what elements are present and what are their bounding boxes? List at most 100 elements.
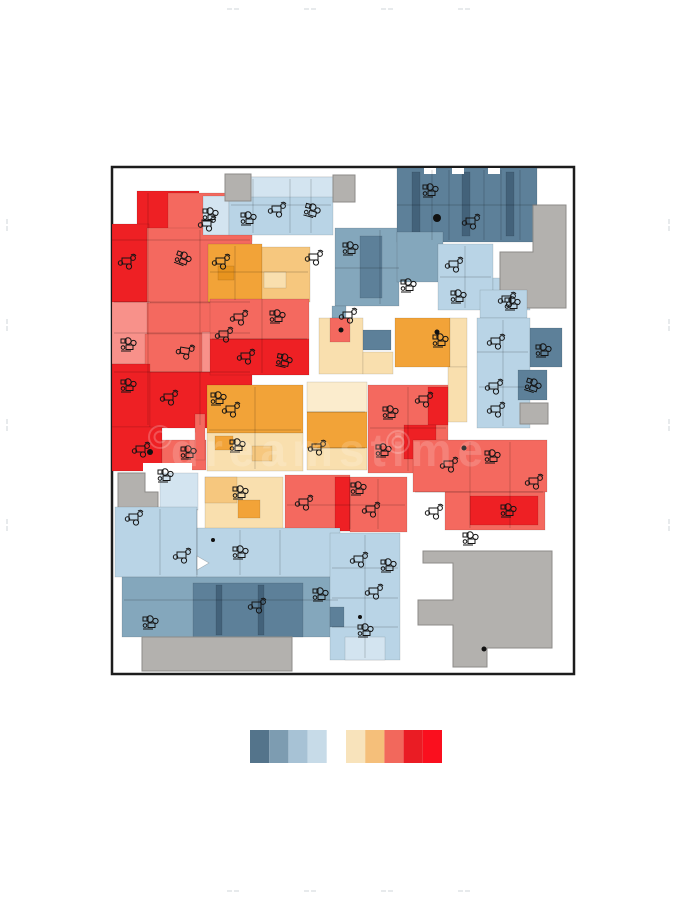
- edge-tick: [234, 890, 239, 892]
- legend-swatch: [422, 730, 442, 763]
- edge-tick: [388, 8, 393, 10]
- map-region-creamL: [306, 381, 368, 413]
- marker-dot: [481, 646, 487, 652]
- map-region-grayA: [417, 550, 553, 668]
- watermark-text: dreamstime: [171, 424, 489, 476]
- watermark-swirl-icon: [148, 425, 172, 449]
- map-region-blueD: [215, 584, 223, 636]
- map-region-salmon: [194, 413, 206, 461]
- edge-tick: [304, 8, 309, 10]
- marker-dot: [434, 329, 440, 335]
- legend-swatch: [384, 730, 404, 763]
- edge-tick: [458, 890, 463, 892]
- map-region-grayA: [224, 173, 252, 202]
- edge-tick: [668, 419, 670, 424]
- edge-tick: [465, 890, 470, 892]
- map-region-blueD: [461, 171, 471, 237]
- watermark-swirl-icon: [391, 435, 405, 449]
- watermark: dreamstime: [148, 424, 489, 476]
- map-region-salmon: [412, 439, 548, 493]
- edge-tick: [668, 519, 670, 524]
- edge-tick: [6, 319, 8, 324]
- map-region-blueL: [479, 289, 528, 319]
- legend-swatch: [403, 730, 423, 763]
- map-region-cream: [449, 317, 468, 368]
- map-region-blueD: [411, 171, 421, 237]
- map-region-blueS: [359, 235, 383, 299]
- edge-watermark-ticks: [6, 8, 670, 892]
- watermark-swirl-icon: [153, 430, 167, 444]
- map-region-blueP: [159, 472, 199, 511]
- arrow-icon: [196, 555, 210, 571]
- marker-dot: [211, 538, 215, 542]
- map-regions: [111, 167, 567, 672]
- edge-tick: [311, 890, 316, 892]
- map-region-grayA: [332, 174, 356, 203]
- marker-dot: [338, 327, 344, 333]
- edge-tick: [6, 219, 8, 224]
- edge-tick: [6, 419, 8, 424]
- map-region-orange: [237, 499, 261, 519]
- edge-tick: [668, 426, 670, 431]
- map-region-cream: [447, 366, 468, 423]
- legend-colorbar: [250, 730, 442, 763]
- edge-tick: [6, 526, 8, 531]
- map-region-blueS: [362, 329, 392, 351]
- edge-tick: [227, 890, 232, 892]
- edge-tick: [388, 890, 393, 892]
- edge-tick: [381, 890, 386, 892]
- map-region-blueD: [505, 171, 515, 237]
- legend-swatch: [365, 730, 385, 763]
- edge-tick: [668, 226, 670, 231]
- map-region-salmon: [144, 333, 203, 373]
- edge-tick: [668, 326, 670, 331]
- edge-tick: [6, 226, 8, 231]
- edge-tick: [304, 890, 309, 892]
- legend-swatch: [269, 730, 289, 763]
- map-region-blueS: [329, 606, 345, 628]
- edge-tick: [458, 8, 463, 10]
- map-region-cream: [362, 351, 394, 375]
- map-region-blueS: [192, 582, 304, 638]
- map-region-blueP: [250, 176, 334, 198]
- edge-tick: [6, 519, 8, 524]
- map-region-orangeL: [251, 445, 273, 462]
- map-region-salmonL: [111, 301, 151, 365]
- map-region-red: [334, 476, 351, 532]
- map-region-blueP: [202, 195, 230, 236]
- map-region-grayA: [141, 636, 293, 672]
- map-region-red: [209, 338, 310, 376]
- map-region-blueL: [114, 506, 198, 578]
- map-region-blueL: [196, 527, 341, 578]
- legend-swatch: [288, 730, 308, 763]
- map-region-white: [488, 168, 500, 174]
- edge-tick: [227, 8, 232, 10]
- map-region-orangeL: [204, 476, 238, 504]
- legend-swatch: [346, 730, 366, 763]
- map-marker-dots: [147, 214, 487, 652]
- edge-tick: [234, 8, 239, 10]
- map-region-red: [111, 363, 151, 428]
- watermark-swirl-icon: [386, 430, 410, 454]
- legend-swatch: [250, 730, 270, 763]
- edge-tick: [311, 8, 316, 10]
- edge-tick: [6, 426, 8, 431]
- map-region-grayA: [519, 402, 549, 425]
- map-region-white: [424, 168, 436, 174]
- edge-tick: [6, 326, 8, 331]
- map-region-salmon: [209, 298, 310, 340]
- edge-tick: [465, 8, 470, 10]
- map-region-cream: [306, 447, 368, 471]
- marker-dot: [461, 445, 467, 451]
- marker-dot: [433, 214, 441, 222]
- edge-tick: [668, 219, 670, 224]
- edge-tick: [668, 526, 670, 531]
- edge-tick: [381, 8, 386, 10]
- map-region-orange: [394, 317, 451, 368]
- edge-tick: [668, 319, 670, 324]
- legend-swatch: [307, 730, 327, 763]
- map-region-orange: [214, 435, 234, 451]
- map-region-red: [469, 495, 539, 526]
